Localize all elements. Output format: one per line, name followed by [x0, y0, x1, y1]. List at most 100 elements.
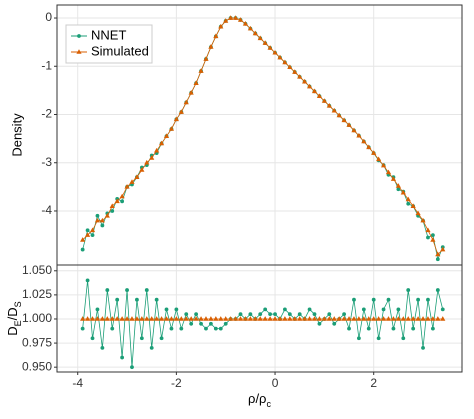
point — [135, 297, 139, 302]
point — [346, 122, 352, 127]
point — [158, 316, 165, 321]
point — [277, 316, 283, 321]
point — [415, 210, 421, 216]
point — [183, 99, 189, 105]
label-part: ρ/ρ — [248, 391, 266, 406]
point — [164, 307, 169, 312]
point — [168, 126, 175, 131]
point — [149, 346, 154, 350]
point — [199, 321, 203, 326]
point — [302, 78, 308, 84]
point — [173, 116, 179, 122]
point — [282, 59, 288, 65]
point — [385, 316, 392, 321]
point — [109, 316, 115, 321]
point — [405, 196, 411, 202]
point — [421, 346, 425, 350]
point — [252, 316, 258, 321]
point — [440, 307, 445, 312]
point — [267, 45, 273, 50]
y-tick-label: 0.950 — [22, 359, 52, 373]
point — [198, 316, 204, 321]
point — [134, 174, 140, 180]
point — [380, 162, 387, 168]
legend-label: Simulated — [91, 43, 149, 58]
point — [376, 336, 381, 341]
point — [292, 316, 298, 321]
point — [120, 199, 125, 204]
point — [184, 312, 189, 317]
point — [80, 326, 85, 331]
label-sub: c — [266, 399, 271, 409]
y-tick-label: 1.025 — [22, 287, 52, 301]
point — [381, 307, 386, 312]
legend-label: NNET — [91, 27, 126, 42]
point — [248, 312, 253, 317]
point — [400, 316, 406, 321]
point — [124, 316, 130, 321]
point — [401, 336, 406, 341]
point — [386, 297, 391, 302]
point — [178, 316, 184, 321]
point — [110, 209, 115, 213]
point — [208, 316, 214, 321]
point — [85, 278, 90, 283]
point — [144, 288, 149, 292]
point — [272, 316, 278, 321]
point — [104, 316, 110, 321]
point — [262, 316, 268, 321]
point — [104, 212, 110, 218]
point — [242, 21, 249, 26]
point — [302, 316, 308, 321]
point — [188, 316, 194, 321]
point — [390, 176, 397, 181]
point — [395, 183, 401, 188]
label-sub: S — [13, 301, 23, 307]
x-axis-label: ρ/ρc — [248, 391, 271, 409]
legend-marker — [77, 34, 81, 38]
point — [242, 316, 249, 321]
point — [209, 321, 213, 326]
point — [283, 307, 287, 312]
point — [158, 140, 165, 146]
point — [247, 316, 253, 321]
point — [189, 321, 194, 326]
point — [430, 316, 436, 321]
point — [80, 247, 85, 252]
point — [297, 316, 303, 321]
point — [109, 203, 115, 208]
point — [268, 312, 273, 317]
point — [282, 316, 288, 321]
point — [252, 30, 258, 36]
point — [204, 326, 208, 331]
point — [356, 316, 362, 321]
point — [346, 316, 352, 321]
point — [321, 316, 327, 321]
point — [321, 98, 327, 103]
point — [163, 316, 170, 321]
point — [149, 155, 155, 160]
point — [129, 179, 135, 184]
point — [380, 316, 387, 321]
point — [223, 321, 228, 326]
point — [139, 316, 145, 321]
point — [193, 80, 199, 85]
point — [361, 138, 367, 144]
point — [390, 316, 397, 321]
point — [194, 312, 199, 317]
x-tick-label: -4 — [72, 376, 83, 390]
point — [297, 74, 303, 79]
point — [105, 288, 110, 292]
point — [95, 213, 100, 218]
point — [119, 193, 125, 199]
point — [198, 68, 204, 73]
point — [287, 64, 293, 70]
series-line — [82, 280, 444, 368]
point — [193, 316, 199, 321]
point — [361, 307, 366, 312]
point — [435, 257, 440, 262]
point — [159, 336, 164, 341]
point — [307, 307, 312, 312]
point — [218, 316, 224, 321]
point — [376, 156, 382, 162]
